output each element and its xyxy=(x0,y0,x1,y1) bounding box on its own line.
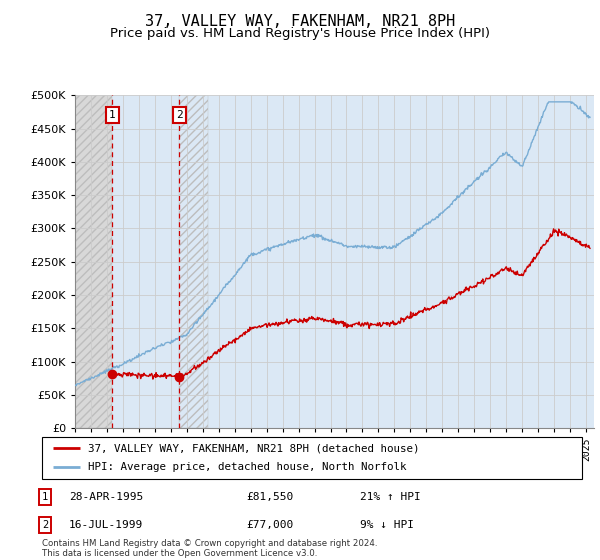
Text: 1: 1 xyxy=(109,110,115,120)
Text: £77,000: £77,000 xyxy=(246,520,293,530)
Text: Price paid vs. HM Land Registry's House Price Index (HPI): Price paid vs. HM Land Registry's House … xyxy=(110,27,490,40)
Text: 9% ↓ HPI: 9% ↓ HPI xyxy=(360,520,414,530)
Text: HPI: Average price, detached house, North Norfolk: HPI: Average price, detached house, Nort… xyxy=(88,463,406,473)
Bar xyxy=(179,95,594,428)
Text: 1: 1 xyxy=(42,492,48,502)
Text: 2: 2 xyxy=(176,110,183,120)
Text: 2: 2 xyxy=(42,520,48,530)
Text: 16-JUL-1999: 16-JUL-1999 xyxy=(69,520,143,530)
Text: 37, VALLEY WAY, FAKENHAM, NR21 8PH (detached house): 37, VALLEY WAY, FAKENHAM, NR21 8PH (deta… xyxy=(88,443,419,453)
Text: Contains HM Land Registry data © Crown copyright and database right 2024.
This d: Contains HM Land Registry data © Crown c… xyxy=(42,539,377,558)
Text: 28-APR-1995: 28-APR-1995 xyxy=(69,492,143,502)
Bar xyxy=(75,95,112,428)
FancyBboxPatch shape xyxy=(42,437,582,479)
Bar xyxy=(179,95,208,428)
Text: 21% ↑ HPI: 21% ↑ HPI xyxy=(360,492,421,502)
Text: £81,550: £81,550 xyxy=(246,492,293,502)
Text: 37, VALLEY WAY, FAKENHAM, NR21 8PH: 37, VALLEY WAY, FAKENHAM, NR21 8PH xyxy=(145,14,455,29)
Bar xyxy=(112,95,179,428)
Bar xyxy=(75,95,112,428)
